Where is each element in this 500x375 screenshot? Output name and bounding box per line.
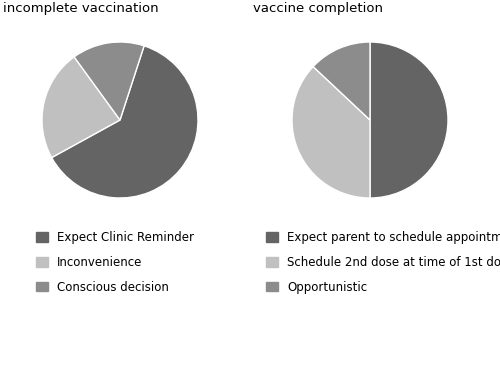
Legend: Expect Clinic Reminder, Inconvenience, Conscious decision: Expect Clinic Reminder, Inconvenience, C…	[36, 231, 194, 294]
Text: Provider expectations for
vaccine completion: Provider expectations for vaccine comple…	[253, 0, 420, 15]
Legend: Expect parent to schedule appointment, Schedule 2nd dose at time of 1st dose, Op: Expect parent to schedule appointment, S…	[266, 231, 500, 294]
Wedge shape	[370, 42, 448, 198]
Wedge shape	[313, 42, 370, 120]
Wedge shape	[74, 42, 144, 120]
Wedge shape	[292, 67, 370, 198]
Wedge shape	[42, 57, 120, 158]
Text: Reasons given by parents for
incomplete vaccination: Reasons given by parents for incomplete …	[3, 0, 198, 15]
Wedge shape	[52, 46, 198, 198]
